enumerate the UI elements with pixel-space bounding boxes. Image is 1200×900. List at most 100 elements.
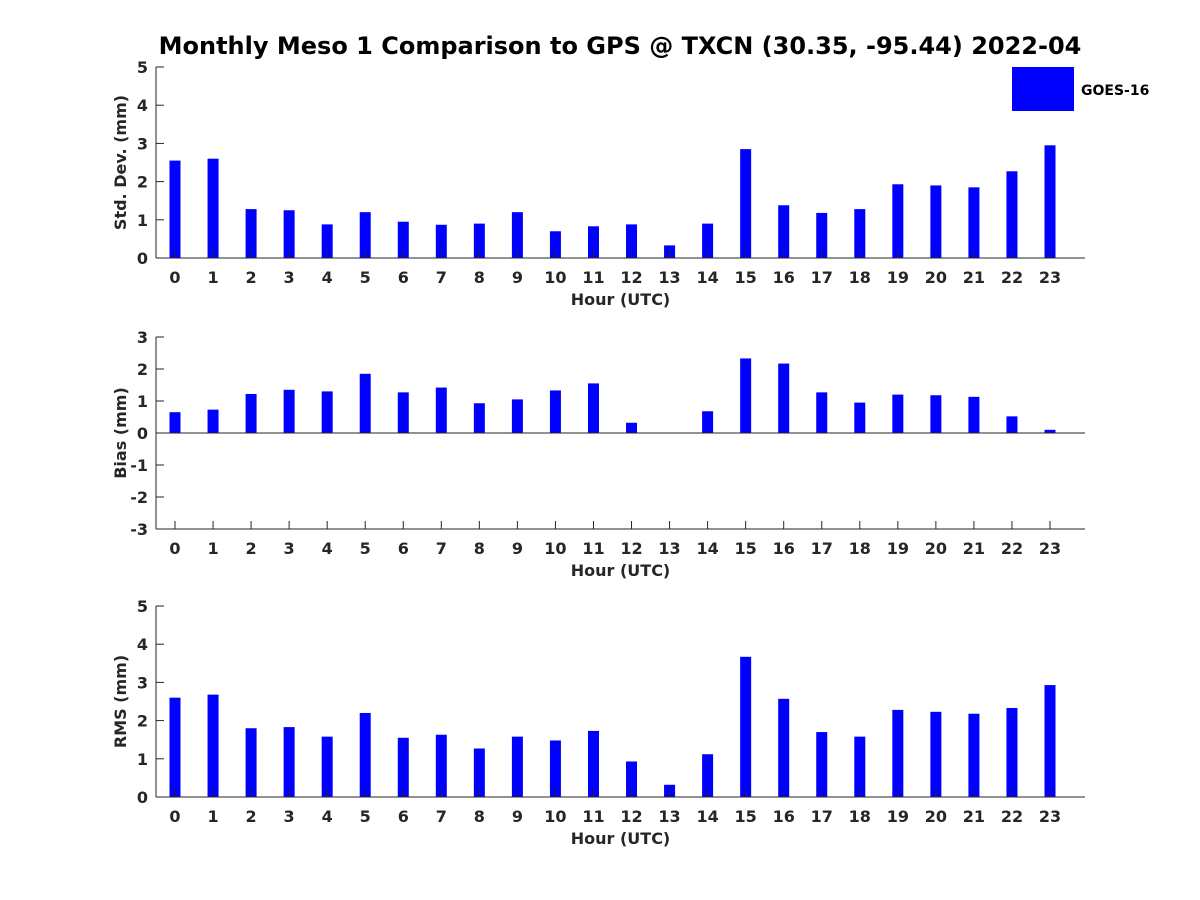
- x-tick-label: 20: [925, 539, 947, 558]
- bar-hour-16: [778, 698, 790, 797]
- x-axis-label: Hour (UTC): [571, 561, 671, 580]
- bar-hour-18: [854, 736, 866, 797]
- bar-hour-14: [702, 754, 714, 797]
- x-tick-label: 1: [207, 539, 218, 558]
- x-axis-label: Hour (UTC): [571, 829, 671, 848]
- bar-hour-8: [473, 403, 485, 433]
- bar-hour-8: [473, 223, 485, 258]
- bar-hour-15: [740, 149, 752, 258]
- y-tick-label: 3: [137, 328, 148, 347]
- bar-hour-3: [283, 210, 295, 258]
- bar-hour-11: [587, 730, 599, 797]
- bar-hour-22: [1006, 416, 1018, 433]
- x-axis-label: Hour (UTC): [571, 290, 671, 309]
- x-tick-label: 22: [1001, 268, 1023, 287]
- x-tick-label: 16: [773, 539, 795, 558]
- bar-hour-4: [321, 736, 333, 797]
- x-tick-label: 12: [620, 539, 642, 558]
- x-tick-label: 16: [773, 807, 795, 826]
- bar-hour-23: [1044, 429, 1056, 433]
- bar-hour-21: [968, 396, 980, 433]
- bar-hour-1: [207, 158, 219, 258]
- bar-hour-21: [968, 713, 980, 797]
- bar-hour-17: [816, 392, 828, 433]
- x-tick-label: 6: [398, 268, 409, 287]
- x-tick-label: 1: [207, 807, 218, 826]
- x-tick-label: 0: [169, 268, 180, 287]
- y-tick-label: 1: [137, 750, 148, 769]
- y-tick-label: 4: [137, 96, 148, 115]
- bar-hour-3: [283, 727, 295, 797]
- y-tick-label: 5: [137, 597, 148, 616]
- bar-hour-9: [511, 212, 523, 258]
- x-tick-label: 6: [398, 807, 409, 826]
- bar-hour-18: [854, 402, 866, 433]
- x-tick-label: 19: [887, 807, 909, 826]
- y-tick-label: 0: [137, 424, 148, 443]
- x-tick-label: 13: [658, 539, 680, 558]
- x-tick-label: 7: [436, 268, 447, 287]
- x-tick-label: 21: [963, 807, 985, 826]
- bar-hour-18: [854, 209, 866, 258]
- x-tick-label: 7: [436, 539, 447, 558]
- x-tick-label: 0: [169, 539, 180, 558]
- bar-hour-2: [245, 728, 257, 797]
- x-tick-label: 18: [849, 539, 871, 558]
- x-tick-label: 20: [925, 807, 947, 826]
- bar-hour-0: [169, 697, 181, 797]
- bar-hour-19: [892, 184, 904, 258]
- x-tick-label: 6: [398, 539, 409, 558]
- x-tick-label: 3: [284, 539, 295, 558]
- bar-hour-5: [359, 373, 371, 433]
- y-tick-label: -2: [130, 488, 148, 507]
- x-tick-label: 4: [322, 539, 333, 558]
- bar-hour-4: [321, 224, 333, 258]
- x-tick-label: 8: [474, 807, 485, 826]
- bar-hour-20: [930, 185, 942, 258]
- x-tick-label: 8: [474, 268, 485, 287]
- x-tick-label: 4: [322, 268, 333, 287]
- x-tick-label: 17: [811, 268, 833, 287]
- x-tick-label: 10: [544, 539, 566, 558]
- x-tick-label: 10: [544, 268, 566, 287]
- x-tick-label: 8: [474, 539, 485, 558]
- bar-hour-17: [816, 732, 828, 797]
- bar-hour-2: [245, 393, 257, 433]
- legend-swatch: [1012, 67, 1074, 111]
- y-axis-label: Bias (mm): [111, 387, 130, 479]
- x-tick-label: 19: [887, 539, 909, 558]
- bar-hour-15: [740, 656, 752, 797]
- bar-hour-4: [321, 391, 333, 433]
- x-tick-label: 19: [887, 268, 909, 287]
- y-tick-label: -1: [130, 456, 148, 475]
- y-tick-label: 1: [137, 392, 148, 411]
- x-tick-label: 23: [1039, 268, 1061, 287]
- y-axis-label: RMS (mm): [111, 655, 130, 748]
- x-tick-label: 12: [620, 268, 642, 287]
- x-tick-label: 14: [696, 807, 718, 826]
- y-axis-label: Std. Dev. (mm): [111, 95, 130, 230]
- bar-hour-17: [816, 212, 828, 258]
- bar-hour-10: [549, 740, 561, 797]
- x-tick-label: 2: [246, 539, 257, 558]
- x-tick-label: 11: [582, 807, 604, 826]
- bar-hour-8: [473, 748, 485, 797]
- x-tick-label: 14: [696, 539, 718, 558]
- chart-title: Monthly Meso 1 Comparison to GPS @ TXCN …: [159, 32, 1082, 60]
- bar-hour-0: [169, 412, 181, 433]
- x-tick-label: 0: [169, 807, 180, 826]
- bar-hour-6: [397, 737, 409, 797]
- x-tick-label: 20: [925, 268, 947, 287]
- bar-hour-9: [511, 399, 523, 433]
- bar-hour-12: [626, 224, 638, 258]
- bar-hour-10: [549, 390, 561, 433]
- x-tick-label: 13: [658, 268, 680, 287]
- x-tick-label: 9: [512, 807, 523, 826]
- x-tick-label: 3: [284, 807, 295, 826]
- x-tick-label: 11: [582, 268, 604, 287]
- bar-hour-22: [1006, 171, 1018, 258]
- x-tick-label: 5: [360, 268, 371, 287]
